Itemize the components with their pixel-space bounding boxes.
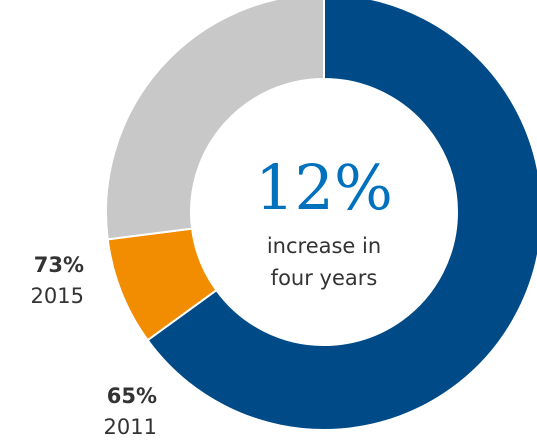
label-2015-pct: 73% <box>34 253 84 277</box>
center-value: 12% <box>255 151 393 224</box>
slice-2011 <box>146 0 537 431</box>
center-line-1: increase in <box>267 234 381 258</box>
label-2015-year: 2015 <box>31 284 84 308</box>
slice-remainder <box>105 0 325 241</box>
center-line-2: four years <box>271 266 378 290</box>
label-2011-year: 2011 <box>104 415 157 439</box>
donut-slices <box>105 0 537 431</box>
label-2011-pct: 65% <box>107 384 157 408</box>
